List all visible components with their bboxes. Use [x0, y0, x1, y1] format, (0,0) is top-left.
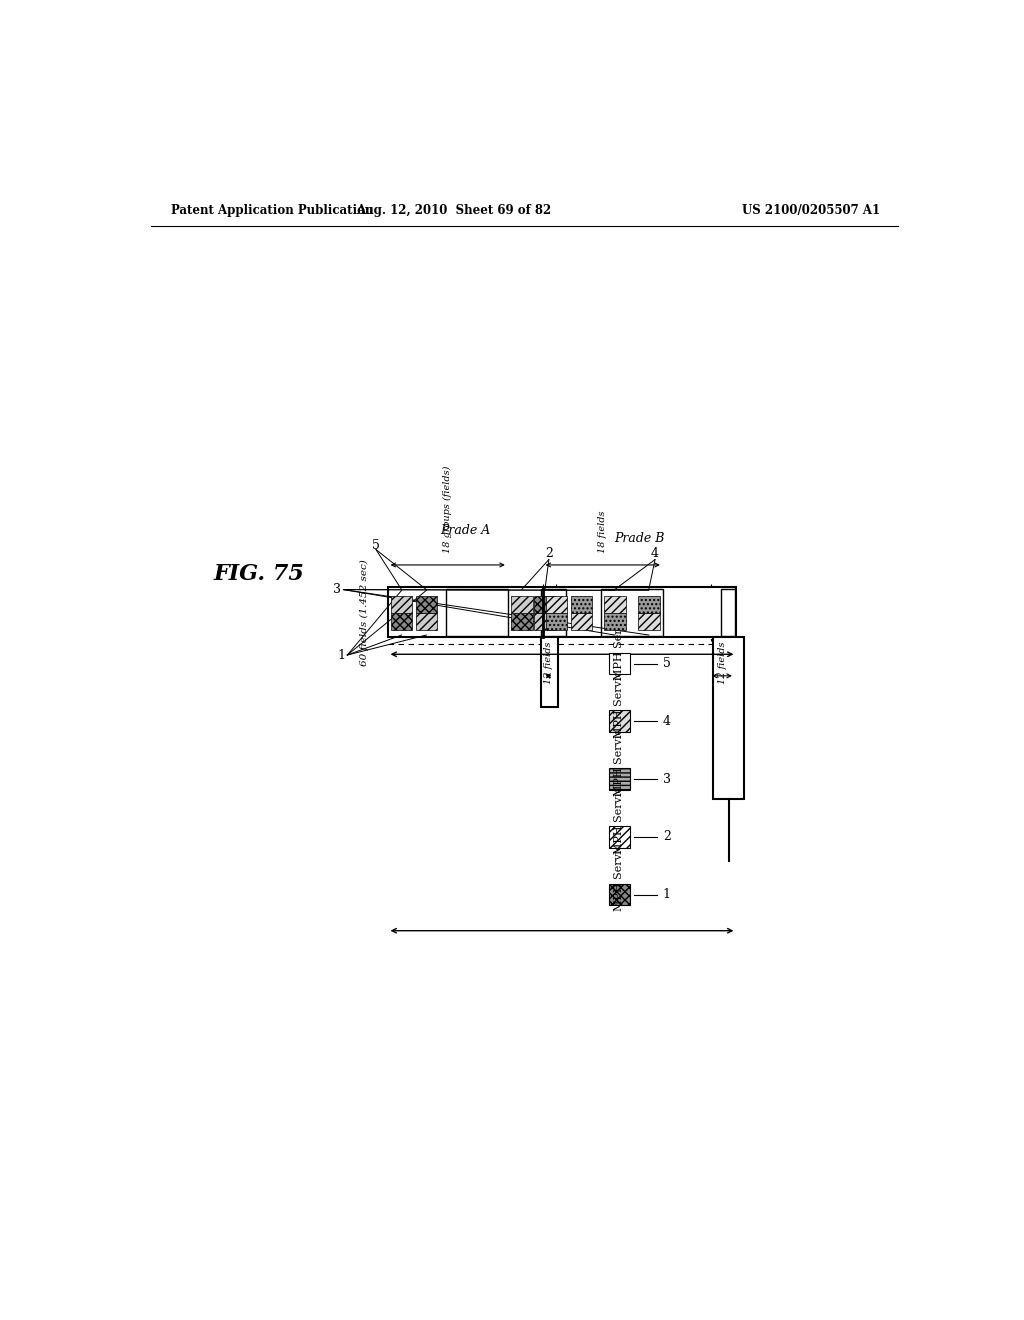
- Bar: [416, 612, 437, 630]
- Text: 18 fields: 18 fields: [598, 511, 607, 553]
- Bar: [535, 612, 556, 630]
- Bar: [511, 595, 532, 612]
- Text: Patent Application Publication: Patent Application Publication: [171, 205, 373, 218]
- Text: 1: 1: [663, 888, 671, 902]
- Text: MPH Service 2: MPH Service 2: [614, 768, 625, 854]
- Bar: [608, 653, 630, 675]
- Text: 3: 3: [663, 772, 671, 785]
- Bar: [638, 612, 659, 630]
- Bar: [713, 638, 744, 799]
- Text: US 2100/0205507 A1: US 2100/0205507 A1: [741, 205, 880, 218]
- Bar: [391, 595, 413, 612]
- Text: MPH Service 3: MPH Service 3: [614, 711, 625, 796]
- Text: 2: 2: [663, 830, 671, 843]
- Bar: [638, 595, 659, 612]
- Text: .....: .....: [419, 606, 438, 619]
- Text: 12 fields: 12 fields: [544, 642, 553, 684]
- Bar: [608, 710, 630, 733]
- Text: 4: 4: [651, 546, 659, 560]
- Bar: [541, 638, 558, 706]
- Bar: [445, 589, 508, 636]
- Bar: [535, 595, 556, 612]
- Text: FIG. 75: FIG. 75: [213, 564, 304, 585]
- Text: 4: 4: [663, 714, 671, 727]
- Bar: [546, 612, 567, 630]
- Text: Prade A: Prade A: [440, 524, 490, 537]
- Text: Prade B: Prade B: [614, 532, 665, 545]
- Text: MPH Service 5: MPH Service 5: [614, 595, 625, 681]
- Bar: [570, 595, 592, 612]
- Bar: [601, 589, 663, 636]
- Text: 3: 3: [333, 583, 341, 597]
- Text: 18 groups (fields): 18 groups (fields): [443, 466, 453, 553]
- Bar: [608, 884, 630, 906]
- Bar: [388, 587, 736, 638]
- Text: 1: 1: [337, 648, 345, 661]
- Bar: [608, 768, 630, 789]
- Text: 2: 2: [545, 546, 553, 560]
- Bar: [604, 612, 626, 630]
- Bar: [546, 595, 567, 612]
- Bar: [416, 595, 437, 612]
- Bar: [511, 612, 532, 630]
- Text: MPH Service 1: MPH Service 1: [614, 826, 625, 911]
- Text: 60 fields (1.452 sec): 60 fields (1.452 sec): [359, 560, 369, 667]
- Bar: [721, 589, 735, 636]
- Bar: [541, 589, 566, 636]
- Bar: [608, 826, 630, 847]
- Text: Aug. 12, 2010  Sheet 69 of 82: Aug. 12, 2010 Sheet 69 of 82: [356, 205, 551, 218]
- Bar: [391, 612, 413, 630]
- Bar: [570, 612, 592, 630]
- Text: MPH Service 4: MPH Service 4: [614, 653, 625, 738]
- Bar: [604, 595, 626, 612]
- Text: 5: 5: [372, 539, 380, 552]
- Text: 5: 5: [663, 657, 671, 671]
- Text: 12 fields: 12 fields: [718, 642, 727, 684]
